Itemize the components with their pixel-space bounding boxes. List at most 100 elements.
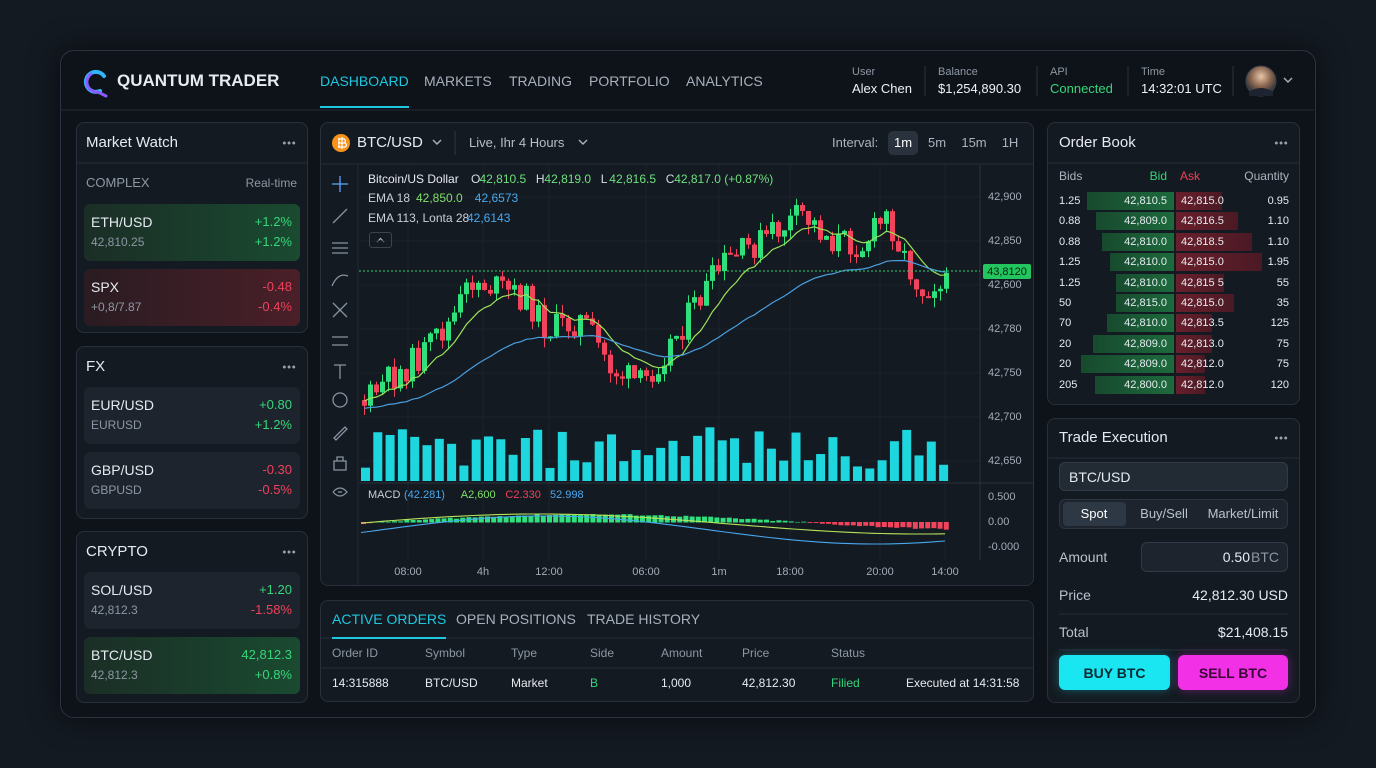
macd-bar	[627, 514, 633, 523]
interval-button[interactable]: 5m	[927, 135, 947, 150]
book-bid: 42,810.0	[1124, 235, 1167, 248]
macd-label: MACD	[368, 489, 401, 501]
ticker-card[interactable]	[84, 387, 300, 444]
candle-body	[932, 291, 937, 298]
ticker-change: +1.2%	[254, 214, 292, 229]
nav-item[interactable]: DASHBOARD	[320, 73, 409, 108]
candle-body	[890, 211, 895, 242]
candle-body	[728, 252, 733, 255]
tool-icon	[333, 426, 348, 441]
mode-button[interactable]: Buy/Sell	[1140, 506, 1188, 521]
candle-body	[614, 373, 619, 377]
pair-select[interactable]	[1059, 462, 1288, 491]
chart-symbol[interactable]: BTC/USD	[357, 134, 423, 151]
volume-bar	[902, 429, 912, 481]
candle-body	[458, 294, 463, 313]
menu-dots[interactable]	[1274, 436, 1288, 440]
ticker-sub: 42,810.25	[91, 235, 145, 249]
buy-button[interactable]	[1059, 655, 1170, 690]
book-quantity: 75	[1276, 358, 1289, 371]
nav-item[interactable]: TRADING	[509, 73, 572, 89]
candle-body	[698, 297, 703, 306]
macd-bar	[826, 522, 831, 524]
orders-tab[interactable]: TRADE HISTORY	[587, 611, 701, 627]
menu-dots[interactable]	[282, 141, 296, 145]
volume-bar	[619, 461, 629, 481]
mode-button[interactable]: Market/Limit	[1207, 506, 1279, 521]
ticker-card[interactable]	[84, 637, 300, 694]
book-quantity: 1.10	[1267, 215, 1289, 228]
range-select[interactable]: Live, Ihr 4 Hours	[469, 135, 565, 150]
ohlc-value: 42,810.5	[479, 172, 527, 186]
book-column: Bids	[1059, 169, 1083, 183]
nav-item[interactable]: PORTFOLIO	[589, 73, 670, 89]
macd-bar	[404, 519, 410, 523]
ticker-card[interactable]	[84, 269, 300, 326]
volume-bar	[914, 455, 924, 481]
menu-dots[interactable]	[1274, 141, 1288, 145]
ticker-card[interactable]	[84, 204, 300, 261]
nav-item[interactable]: ANALYTICS	[686, 73, 763, 89]
volume-bar	[570, 460, 580, 481]
ticker-card[interactable]	[84, 572, 300, 629]
tool-icon	[332, 242, 348, 254]
book-bid: 42,810.5	[1124, 195, 1167, 207]
macd-bar	[596, 514, 602, 523]
ohlc-key: C	[665, 172, 675, 186]
macd-bar	[770, 520, 776, 523]
interval-button[interactable]: 15m	[961, 135, 987, 150]
sell-button[interactable]	[1178, 655, 1288, 690]
volume-bar	[803, 460, 813, 481]
candle-body	[422, 342, 427, 371]
volume-bar	[754, 431, 764, 481]
tool-icon	[332, 208, 348, 224]
ticker-sub: GBPUSD	[91, 483, 142, 497]
macd-bar	[633, 515, 639, 523]
mode-button[interactable]: Spot	[1080, 506, 1108, 521]
macd-bar	[807, 522, 813, 523]
price-tag	[983, 264, 1031, 279]
nav-item[interactable]: MARKETS	[424, 73, 492, 89]
y-axis-label: 42,750	[988, 367, 1022, 379]
volume-bar	[730, 438, 739, 481]
candle-body	[482, 282, 487, 290]
interval-button[interactable]: 1m	[893, 135, 913, 150]
amount-input[interactable]	[1141, 542, 1288, 572]
candle-body	[428, 333, 433, 343]
chevron	[578, 139, 588, 145]
ema-value: 42,850.0	[416, 191, 463, 205]
buy-label: BUY BTC	[1083, 664, 1146, 681]
volume-bar	[557, 431, 567, 481]
volume-bar	[434, 438, 444, 481]
macd-bar	[553, 514, 559, 523]
candle-body	[824, 235, 829, 240]
candle-body	[920, 289, 925, 297]
menu-dots[interactable]	[282, 550, 296, 554]
ticker-card[interactable]	[84, 452, 300, 509]
macd-bar	[615, 514, 621, 523]
candle-body	[548, 336, 553, 339]
field-label: Price	[1059, 587, 1091, 603]
orders-tab[interactable]: OPEN POSITIONS	[456, 611, 576, 627]
volume-bar	[508, 454, 518, 481]
book-size: 20	[1059, 358, 1072, 371]
ticker-pct: +1.2%	[254, 417, 292, 432]
orders-column: Side	[590, 646, 615, 660]
candle-body	[776, 222, 781, 237]
interval-button[interactable]: 1H	[1001, 135, 1019, 150]
candle-body	[488, 289, 493, 294]
book-ask: 42,812.0	[1181, 378, 1224, 391]
ticker-pct: +1.2%	[254, 234, 292, 249]
coin-icon-mark	[338, 137, 348, 149]
menu-dots[interactable]	[282, 365, 296, 369]
orders-tab[interactable]: ACTIVE ORDERS	[332, 611, 447, 639]
macd-bar	[441, 518, 447, 523]
ohlc-value: 42,816.5	[609, 172, 657, 186]
volume-bar	[471, 439, 481, 481]
book-quantity: 55	[1276, 276, 1289, 289]
ask-depth	[1176, 294, 1234, 312]
price-value: 42,812.30 USD	[1192, 587, 1288, 603]
collapse-button[interactable]	[369, 232, 392, 248]
book-quantity: 1.10	[1267, 235, 1289, 248]
candle-body	[704, 280, 709, 306]
